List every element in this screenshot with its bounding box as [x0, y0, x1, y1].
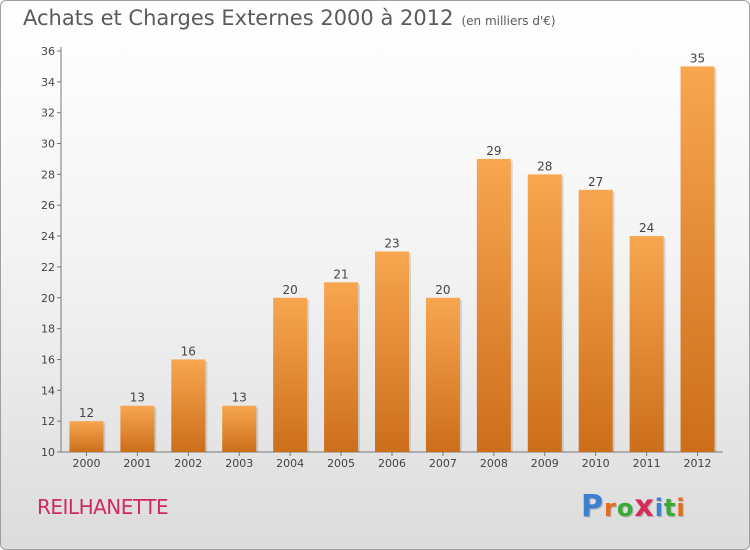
- y-tick-label: 30: [41, 138, 55, 151]
- bar: [273, 297, 308, 452]
- y-tick-label: 32: [41, 107, 55, 120]
- x-tick-label: 2009: [531, 457, 559, 470]
- y-tick-label: 28: [41, 168, 55, 181]
- y-tick-label: 36: [41, 45, 55, 58]
- bar: [629, 236, 664, 452]
- logo-letter: i: [654, 494, 664, 522]
- bar: [324, 282, 359, 452]
- x-tick-label: 2001: [123, 457, 151, 470]
- x-tick-label: 2002: [174, 457, 202, 470]
- x-tick-label: 2006: [378, 457, 406, 470]
- bar: [171, 359, 206, 452]
- y-tick-label: 24: [41, 230, 55, 243]
- x-tick-label: 2004: [276, 457, 304, 470]
- bar-value-label: 29: [486, 144, 501, 158]
- logo-letter: o: [616, 494, 635, 522]
- logo-letter: t: [663, 494, 677, 522]
- bar: [527, 174, 562, 452]
- chart-title-text: Achats et Charges Externes 2000 à 2012: [23, 6, 454, 30]
- bar-value-label: 16: [181, 344, 196, 358]
- bar-value-label: 21: [333, 267, 348, 281]
- bar-value-label: 13: [232, 391, 247, 405]
- x-tick-label: 2005: [327, 457, 355, 470]
- bar: [680, 66, 715, 452]
- bar-value-label: 20: [283, 283, 298, 297]
- bar: [120, 405, 155, 452]
- x-tick-label: 2010: [582, 457, 610, 470]
- x-tick-label: 2007: [429, 457, 457, 470]
- bar-value-label: 13: [130, 391, 145, 405]
- y-tick-label: 12: [41, 415, 55, 428]
- bar: [375, 251, 409, 452]
- chart-unit: (en milliers d'€): [461, 14, 556, 28]
- y-tick-label: 22: [41, 261, 55, 274]
- logo-letter: i: [676, 494, 686, 522]
- chart-title: Achats et Charges Externes 2000 à 2012 (e…: [23, 6, 556, 30]
- bar: [476, 158, 511, 452]
- y-tick-label: 10: [41, 446, 55, 459]
- y-tick-label: 26: [41, 199, 55, 212]
- bar-value-label: 23: [384, 237, 399, 251]
- bar: [425, 297, 460, 452]
- y-tick-label: 14: [41, 384, 55, 397]
- bar: [578, 189, 613, 453]
- bar-value-label: 27: [588, 175, 603, 189]
- commune-name: REILHANETTE: [37, 495, 169, 519]
- x-tick-label: 2008: [480, 457, 508, 470]
- proxiti-logo[interactable]: Proxiti: [581, 489, 686, 524]
- logo-letter: r: [604, 494, 617, 522]
- bar-value-label: 12: [79, 406, 94, 420]
- bar-value-label: 24: [639, 221, 654, 235]
- bar-value-label: 35: [690, 51, 705, 65]
- bar: [69, 421, 104, 452]
- bar: [222, 405, 257, 452]
- logo-letter: P: [581, 489, 604, 524]
- x-tick-label: 2000: [72, 457, 100, 470]
- y-tick-label: 20: [41, 292, 55, 305]
- x-tick-label: 2012: [684, 457, 712, 470]
- bar-value-label: 28: [537, 159, 552, 173]
- x-tick-label: 2003: [225, 457, 253, 470]
- bar-value-label: 20: [435, 283, 450, 297]
- x-tick-label: 2011: [633, 457, 661, 470]
- y-tick-label: 16: [41, 353, 55, 366]
- y-tick-label: 18: [41, 323, 55, 336]
- y-tick-label: 34: [41, 76, 55, 89]
- logo-letter: x: [634, 489, 655, 524]
